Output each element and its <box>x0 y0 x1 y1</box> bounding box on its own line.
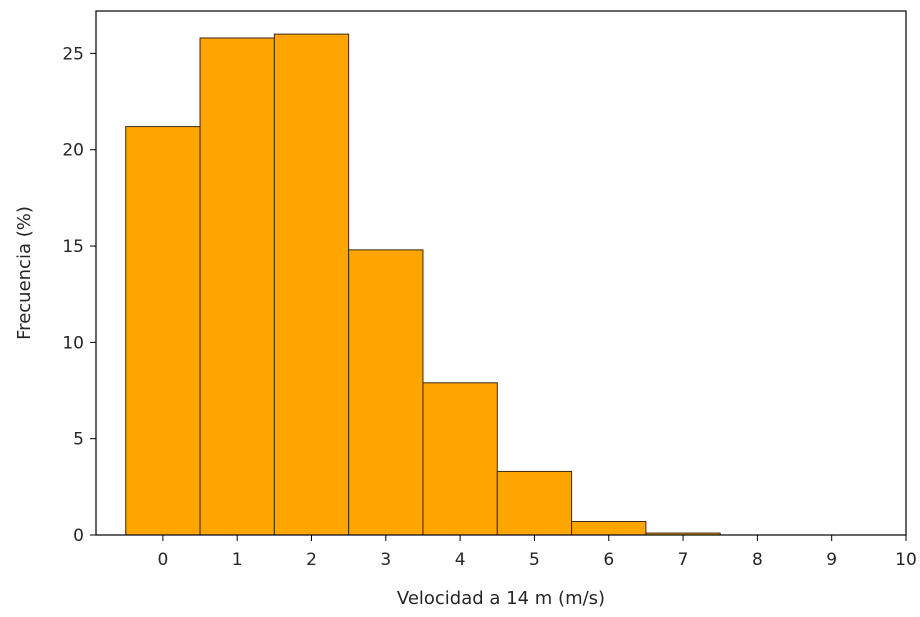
x-tick-label-9: 9 <box>826 550 837 570</box>
y-tick-label-20: 20 <box>62 141 84 161</box>
y-axis-title: Frecuencia (%) <box>14 206 35 340</box>
axes-group <box>95 10 907 536</box>
y-tick-label-5: 5 <box>73 430 84 450</box>
x-tick-label-0: 0 <box>157 550 168 570</box>
histogram-bar-4 <box>422 382 498 536</box>
plot-frame <box>95 10 907 536</box>
histogram-bar-1 <box>199 37 275 536</box>
histogram-bar-3 <box>348 249 424 536</box>
x-tick-label-2: 2 <box>306 550 317 570</box>
histogram-bar-0 <box>125 126 201 536</box>
histogram-bar-6 <box>571 521 647 536</box>
y-tick-label-0: 0 <box>73 526 84 546</box>
bars-group <box>125 33 721 536</box>
x-tick-label-6: 6 <box>603 550 614 570</box>
histogram-bar-5 <box>496 470 573 536</box>
x-tick-label-5: 5 <box>529 550 540 570</box>
x-tick-label-3: 3 <box>380 550 391 570</box>
x-axis-title: Velocidad a 14 m (m/s) <box>397 588 605 609</box>
histogram-bar-2 <box>273 33 350 536</box>
y-ticks-group: 0 5 10 15 20 25 <box>62 44 96 546</box>
x-tick-label-7: 7 <box>678 550 689 570</box>
x-ticks-group: 0 1 2 3 4 5 6 7 8 9 10 <box>157 535 917 570</box>
x-tick-label-10: 10 <box>895 550 917 570</box>
x-tick-label-8: 8 <box>752 550 763 570</box>
y-tick-label-25: 25 <box>62 44 84 64</box>
x-tick-label-4: 4 <box>455 550 466 570</box>
y-tick-label-10: 10 <box>62 333 84 353</box>
x-tick-label-1: 1 <box>232 550 243 570</box>
y-tick-label-15: 15 <box>62 237 84 257</box>
